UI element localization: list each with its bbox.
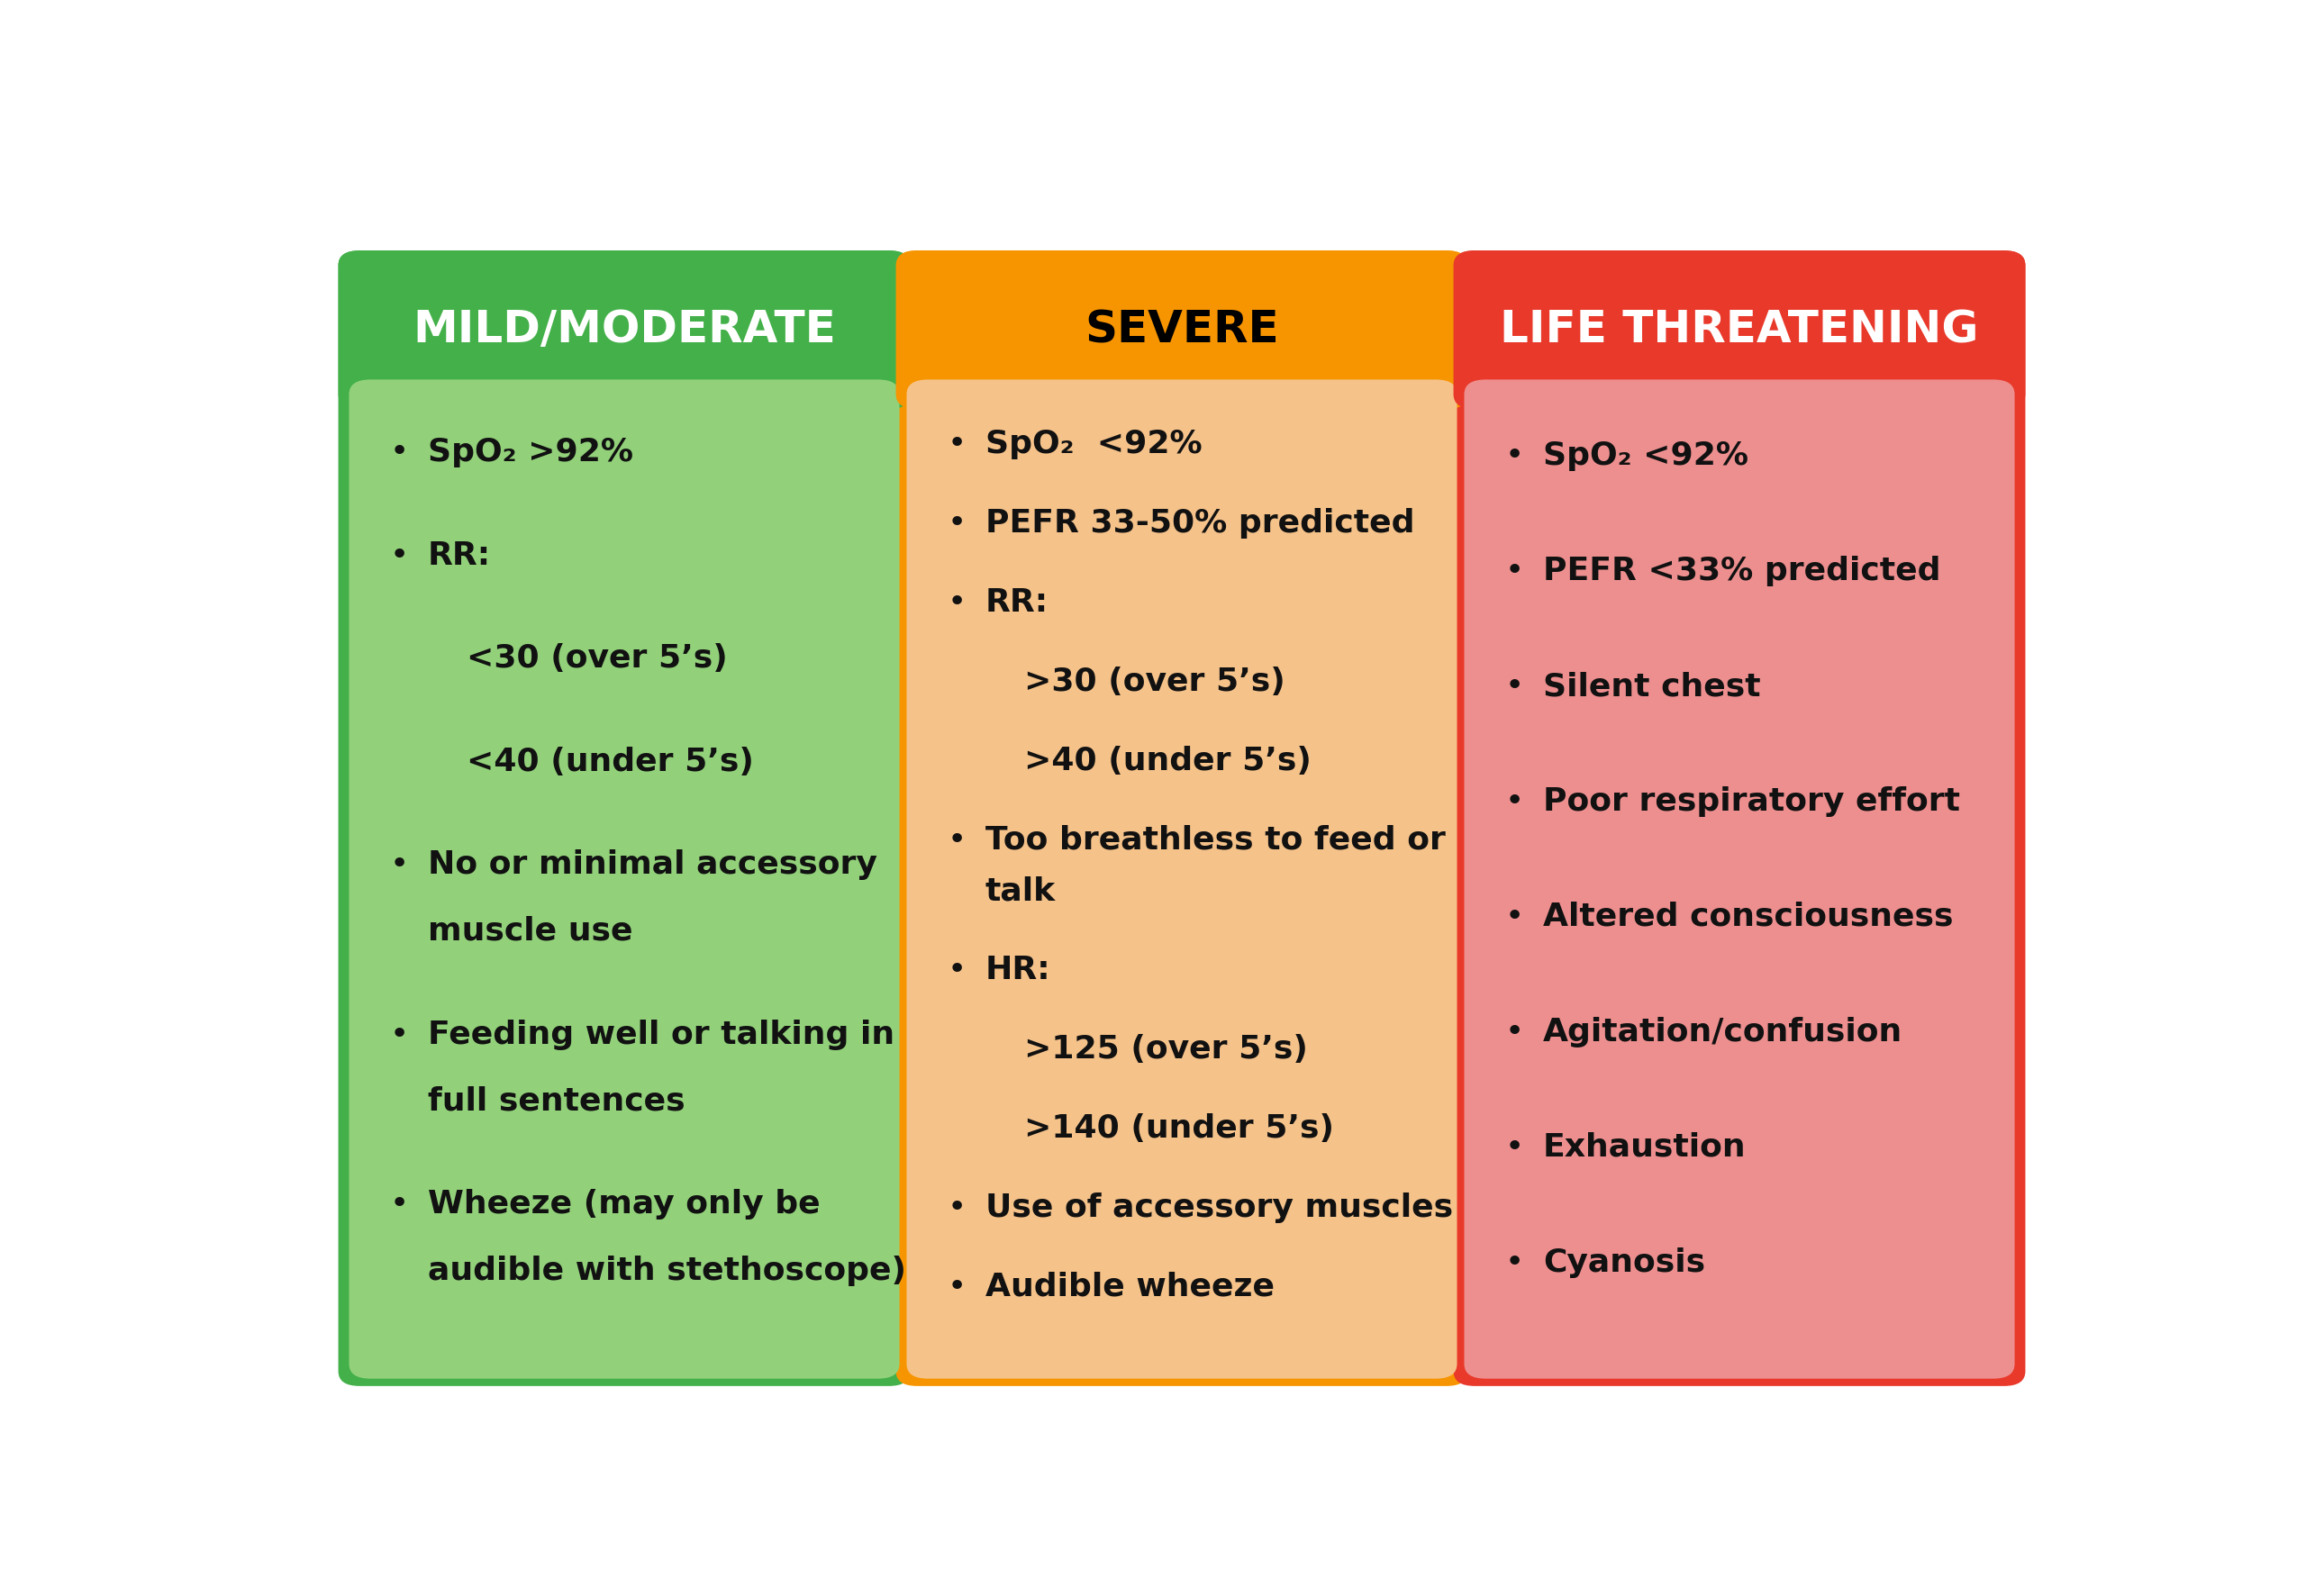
Text: >30 (over 5’s): >30 (over 5’s) [1024, 667, 1284, 697]
Text: •: • [1504, 672, 1524, 702]
Text: Use of accessory muscles: Use of accessory muscles [985, 1192, 1453, 1223]
Bar [1476, 372, 2004, 394]
Text: •: • [390, 539, 408, 571]
FancyBboxPatch shape [895, 251, 1467, 409]
Text: •: • [1504, 787, 1524, 817]
Text: •: • [948, 825, 966, 855]
Text: •: • [948, 429, 966, 460]
Text: Agitation/confusion: Agitation/confusion [1543, 1017, 1902, 1047]
FancyBboxPatch shape [339, 251, 911, 1385]
Text: Silent chest: Silent chest [1543, 672, 1759, 702]
Text: •: • [948, 1192, 966, 1223]
Text: MILD/MODERATE: MILD/MODERATE [413, 308, 835, 351]
Text: talk: talk [985, 876, 1056, 907]
Text: RR:: RR: [427, 539, 491, 571]
Text: full sentences: full sentences [427, 1085, 685, 1116]
Text: •: • [948, 587, 966, 618]
Bar [360, 372, 888, 394]
Text: HR:: HR: [985, 954, 1052, 986]
Text: •: • [390, 1020, 408, 1050]
Text: Exhaustion: Exhaustion [1543, 1132, 1746, 1162]
Text: •: • [1504, 555, 1524, 587]
Text: Altered consciousness: Altered consciousness [1543, 902, 1953, 932]
Text: audible with stethoscope): audible with stethoscope) [427, 1256, 906, 1286]
Text: •: • [948, 1272, 966, 1302]
FancyBboxPatch shape [1453, 251, 2025, 409]
Text: Audible wheeze: Audible wheeze [985, 1272, 1275, 1302]
Text: >125 (over 5’s): >125 (over 5’s) [1024, 1034, 1308, 1065]
Text: <30 (over 5’s): <30 (over 5’s) [466, 643, 729, 674]
Text: muscle use: muscle use [427, 916, 632, 946]
Text: >40 (under 5’s): >40 (under 5’s) [1024, 745, 1312, 776]
Text: RR:: RR: [985, 587, 1049, 618]
Text: >140 (under 5’s): >140 (under 5’s) [1024, 1114, 1335, 1144]
Text: •: • [948, 954, 966, 986]
Text: •: • [1504, 902, 1524, 932]
Text: PEFR <33% predicted: PEFR <33% predicted [1543, 555, 1942, 587]
FancyBboxPatch shape [1453, 251, 2025, 1385]
Text: <40 (under 5’s): <40 (under 5’s) [466, 747, 754, 777]
Text: •: • [1504, 1246, 1524, 1278]
Text: LIFE THREATENING: LIFE THREATENING [1499, 308, 1979, 351]
FancyBboxPatch shape [1464, 380, 2015, 1379]
Text: Poor respiratory effort: Poor respiratory effort [1543, 787, 1960, 817]
Text: Cyanosis: Cyanosis [1543, 1246, 1704, 1278]
Text: •: • [948, 508, 966, 539]
Text: SpO₂ <92%: SpO₂ <92% [1543, 440, 1748, 471]
Text: •: • [1504, 1017, 1524, 1047]
Text: •: • [390, 849, 408, 879]
Text: Wheeze (may only be: Wheeze (may only be [427, 1189, 821, 1219]
Text: Too breathless to feed or: Too breathless to feed or [985, 825, 1446, 855]
Text: Feeding well or talking in: Feeding well or talking in [427, 1020, 895, 1050]
Text: •: • [390, 437, 408, 468]
Text: SpO₂  <92%: SpO₂ <92% [985, 429, 1201, 460]
Text: •: • [1504, 440, 1524, 471]
Text: PEFR 33-50% predicted: PEFR 33-50% predicted [985, 508, 1414, 539]
Text: SpO₂ >92%: SpO₂ >92% [427, 437, 634, 468]
Text: No or minimal accessory: No or minimal accessory [427, 849, 876, 879]
FancyBboxPatch shape [906, 380, 1457, 1379]
Bar [918, 372, 1446, 394]
FancyBboxPatch shape [348, 380, 899, 1379]
Text: •: • [1504, 1132, 1524, 1162]
FancyBboxPatch shape [895, 251, 1467, 1385]
Text: •: • [390, 1189, 408, 1219]
Text: SEVERE: SEVERE [1084, 308, 1280, 351]
FancyBboxPatch shape [339, 251, 911, 409]
